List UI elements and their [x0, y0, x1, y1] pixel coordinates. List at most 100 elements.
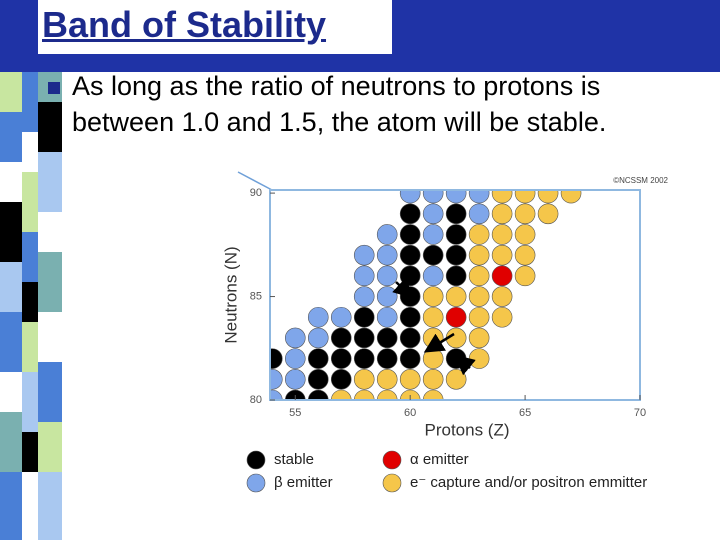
- nuclide-point: [353, 306, 375, 328]
- nuclide-point: [468, 286, 490, 307]
- callout-line: [237, 171, 273, 191]
- nuclide-point: [376, 306, 398, 328]
- bullet-text: As long as the ratio of neutrons to prot…: [72, 71, 607, 137]
- credit: ©NCSSM 2002: [613, 176, 668, 185]
- nuclide-point: [353, 244, 375, 266]
- legend-swatch: [382, 450, 402, 470]
- nuclide-point: [422, 286, 444, 307]
- x-tick-label: 70: [634, 407, 646, 419]
- nuclide-point: [422, 190, 444, 204]
- nuclide-point: [399, 203, 421, 225]
- nuclide-point: [307, 306, 329, 328]
- nuclide-point: [491, 190, 513, 204]
- nuclide-point: [353, 327, 375, 349]
- nuclide-point: [376, 348, 398, 369]
- nuclide-point: [284, 369, 306, 390]
- nuclide-point: [491, 286, 513, 307]
- legend-swatch: [382, 473, 402, 493]
- side-stripes: [0, 72, 62, 540]
- nuclide-point: [491, 203, 513, 225]
- nuclide-point: [422, 244, 444, 266]
- nuclide-point: [376, 265, 398, 287]
- nuclide-point: [399, 190, 421, 204]
- y-tick-label: 80: [250, 394, 262, 406]
- nuclide-point: [514, 265, 536, 287]
- x-axis-label: Protons (Z): [424, 420, 509, 439]
- nuclide-point: [422, 306, 444, 328]
- nuclide-point: [422, 369, 444, 390]
- nuclide-point: [468, 190, 490, 204]
- y-tick-label: 90: [250, 187, 262, 199]
- y-axis-label: Neutrons (N): [221, 246, 240, 343]
- nuclide-point: [330, 389, 352, 400]
- x-tick-label: 65: [519, 407, 531, 419]
- nuclide-point: [307, 327, 329, 349]
- nuclide-point: [353, 369, 375, 390]
- nuclide-point: [560, 190, 582, 204]
- nuclide-point: [468, 348, 490, 369]
- nuclide-point: [399, 327, 421, 349]
- nuclide-point: [330, 306, 352, 328]
- nuclide-point: [330, 369, 352, 390]
- nuclide-point: [491, 244, 513, 266]
- nuclide-point: [399, 244, 421, 266]
- nuclide-point: [468, 244, 490, 266]
- nuclide-point: [422, 389, 444, 400]
- nuclide-point: [422, 265, 444, 287]
- nuclide-point: [353, 265, 375, 287]
- nuclide-point: [376, 244, 398, 266]
- nuclide-point: [422, 327, 444, 349]
- nuclide-point: [353, 389, 375, 400]
- nuclide-point: [514, 244, 536, 266]
- nuclide-point: [307, 348, 329, 369]
- nuclide-point: [376, 369, 398, 390]
- nuclide-point: [270, 389, 283, 400]
- nuclide-point: [445, 348, 467, 369]
- nuclide-point: [537, 190, 559, 204]
- nuclide-point: [422, 348, 444, 369]
- plot-points: [270, 190, 582, 400]
- title-box: [38, 0, 392, 54]
- nuclide-point: [514, 190, 536, 204]
- nuclide-point: [353, 286, 375, 307]
- nuclide-point: [422, 224, 444, 245]
- nuclide-point: [537, 203, 559, 225]
- nuclide-point: [445, 306, 467, 328]
- nuclide-point: [399, 369, 421, 390]
- nuclide-point: [445, 369, 467, 390]
- nuclide-point: [376, 327, 398, 349]
- nuclide-point: [445, 265, 467, 287]
- nuclide-point: [445, 203, 467, 225]
- nuclide-point: [399, 348, 421, 369]
- nuclide-point: [491, 306, 513, 328]
- nuclide-point: [491, 224, 513, 245]
- nuclide-point: [270, 348, 283, 369]
- nuclide-point: [353, 348, 375, 369]
- nuclide-point: [399, 265, 421, 287]
- nuclide-point: [284, 348, 306, 369]
- nuclide-point: [468, 224, 490, 245]
- legend-swatch: [246, 473, 266, 493]
- legend-label: α emitter: [410, 451, 469, 468]
- nuclide-point: [468, 327, 490, 349]
- nuclide-point: [376, 286, 398, 307]
- legend-label: stable: [274, 451, 314, 468]
- nuclide-point: [307, 369, 329, 390]
- bullet-marker: [48, 82, 60, 94]
- nuclide-point: [445, 286, 467, 307]
- nuclide-point: [399, 224, 421, 245]
- x-tick-label: 60: [404, 407, 416, 419]
- legend-label: e⁻ capture and/or positron emmitter: [410, 474, 647, 491]
- nuclide-point: [284, 327, 306, 349]
- nuclide-point: [376, 224, 398, 245]
- nuclide-point: [445, 224, 467, 245]
- nuclide-point: [514, 224, 536, 245]
- legend-swatch: [246, 450, 266, 470]
- nuclide-point: [422, 203, 444, 225]
- plot-frame: [269, 189, 641, 401]
- nuclide-point: [399, 306, 421, 328]
- legend-label: β emitter: [274, 474, 333, 491]
- nuclide-point: [491, 265, 513, 287]
- nuclide-point: [468, 203, 490, 225]
